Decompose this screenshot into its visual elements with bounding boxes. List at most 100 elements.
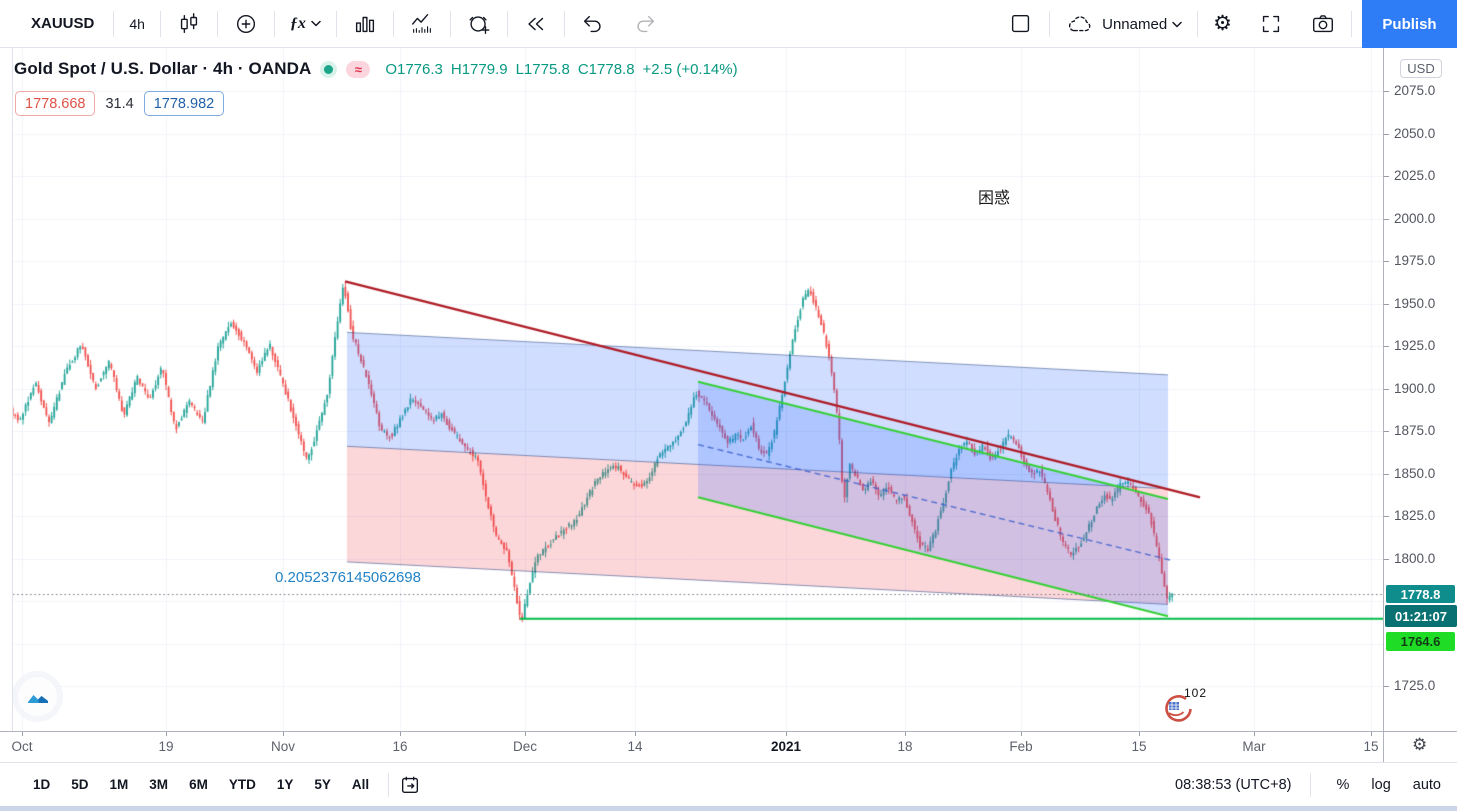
redo-icon[interactable]	[619, 5, 671, 43]
price-axis-tick	[1384, 559, 1389, 560]
camera-icon	[1310, 11, 1336, 37]
axis-settings-icon[interactable]: ⚙	[1412, 735, 1428, 754]
time-axis[interactable]: Oct 19 Nov 16 Dec 14 2021 18 Feb 15 Mar 15 ⚙	[0, 731, 1457, 763]
bar-replay-icon[interactable]	[510, 5, 562, 43]
interval-button[interactable]: 4h	[129, 15, 145, 32]
price-axis-tick	[1384, 389, 1389, 390]
price-axis-tick	[1384, 304, 1389, 305]
symbol-button[interactable]: XAUUSD	[31, 15, 95, 32]
clock-display[interactable]: 08:38:53 (UTC+8)	[1175, 776, 1292, 793]
price-axis-label: 2000.0	[1394, 211, 1436, 226]
scale-button-log[interactable]: log	[1371, 776, 1391, 793]
chart-legend[interactable]: Gold Spot / U.S. Dollar · 4h · OANDA ≈ O…	[14, 59, 738, 79]
range-button-ytd[interactable]: YTD	[228, 777, 256, 792]
alarm-plus-icon	[466, 11, 492, 37]
price-axis-tick	[1384, 431, 1389, 432]
toolbar-separator	[392, 10, 394, 37]
time-axis-tick	[283, 732, 284, 736]
price-axis-label: 1875.0	[1394, 423, 1436, 438]
candles-icon	[176, 11, 202, 37]
chart-settings-icon[interactable]: ⚙	[1200, 5, 1245, 43]
price-axis[interactable]: USD 2075.0 2050.0 2025.0 2000.0 1975.0 1950.0…	[1383, 48, 1457, 731]
price-axis-label: 1900.0	[1394, 381, 1436, 396]
square-icon	[1008, 11, 1034, 37]
price-axis-label: 2025.0	[1394, 168, 1436, 183]
layout-select-icon[interactable]	[995, 5, 1047, 43]
redo-icon	[632, 11, 658, 37]
indicators-fx-button[interactable]: ƒx	[277, 5, 334, 43]
chevron-down-icon	[1167, 21, 1182, 28]
toolbar-separator	[1197, 11, 1199, 37]
publish-button[interactable]: Publish	[1362, 0, 1457, 48]
toolbar-separator	[1351, 11, 1352, 37]
price-axis-tick	[1384, 134, 1389, 135]
price-axis-tick	[1384, 474, 1389, 475]
toolbar-separator	[159, 10, 161, 37]
price-axis-tick	[1384, 261, 1389, 262]
low-price-box[interactable]: 1778.668	[15, 91, 96, 116]
price-axis-label: 1850.0	[1394, 466, 1436, 481]
range-button-all[interactable]: All	[351, 777, 370, 792]
range-button-1y[interactable]: 1Y	[276, 777, 294, 792]
candle-style-icon[interactable]	[163, 5, 215, 43]
date-ranges: 1D 5D 1M 3M 6M YTD 1Y 5Y All	[24, 772, 378, 797]
fullscreen-icon[interactable]	[1245, 5, 1297, 43]
snapshot-icon[interactable]	[1297, 5, 1349, 43]
chart-logo-button[interactable]	[18, 677, 57, 716]
time-axis-tick	[1254, 732, 1255, 736]
price-axis-tick	[1384, 686, 1389, 687]
toolbar-separator	[216, 10, 218, 37]
range-button-3m[interactable]: 3M	[149, 777, 169, 792]
cloud-save-button[interactable]: Unnamed	[1052, 5, 1195, 43]
price-axis-label: 1950.0	[1394, 296, 1436, 311]
bar-countdown-tag: 01:21:07	[1385, 605, 1457, 627]
compare-add-icon[interactable]	[220, 5, 272, 43]
toolbar-separator	[1309, 772, 1311, 797]
undo-icon[interactable]	[567, 5, 619, 43]
financials-icon[interactable]	[396, 5, 448, 43]
calendar-arrow-icon	[402, 776, 419, 793]
go-to-date-button[interactable]	[399, 774, 421, 796]
chart-pane: Gold Spot / U.S. Dollar · 4h · OANDA ≈ O…	[0, 48, 1383, 731]
broker-stamp-icon	[1165, 695, 1192, 722]
gear-icon: ⚙	[1213, 12, 1232, 35]
range-button-1m[interactable]: 1M	[109, 777, 129, 792]
range-button-6m[interactable]: 6M	[189, 777, 208, 792]
range-button-1d[interactable]: 1D	[33, 777, 51, 792]
scale-button-percent[interactable]: %	[1336, 776, 1350, 793]
alert-icon[interactable]	[453, 5, 505, 43]
trendbars-icon	[409, 11, 435, 37]
toolbar-separator	[388, 772, 390, 797]
scale-controls: 08:38:53 (UTC+8) % log auto	[1175, 772, 1441, 797]
toolbar-separator	[449, 10, 451, 37]
range-button-5y[interactable]: 5Y	[314, 777, 331, 792]
channel-pearson-label[interactable]: 0.2052376145062698	[275, 569, 421, 586]
currency-toggle[interactable]: USD	[1400, 59, 1442, 78]
toolbar-separator	[273, 10, 275, 37]
price-chart-canvas[interactable]	[0, 48, 1383, 731]
price-axis-label: 2050.0	[1394, 126, 1436, 141]
market-status-icon[interactable]	[320, 60, 338, 78]
high-price-box[interactable]: 1778.982	[143, 91, 225, 116]
price-axis-tick	[1384, 516, 1389, 517]
text-note-annotation[interactable]: 困惑	[978, 190, 1011, 207]
bottom-toolbar: 1D 5D 1M 3M 6M YTD 1Y 5Y All 08:38:53 (UTC+8) % l…	[0, 762, 1457, 806]
indicator-templates-icon[interactable]	[339, 5, 391, 43]
time-axis-tick	[635, 732, 636, 736]
time-axis-tick	[166, 732, 167, 736]
price-axis-tick	[1384, 346, 1389, 347]
time-axis-label: Nov	[270, 739, 295, 754]
time-axis-label: 15	[1131, 739, 1147, 754]
chart-title: Gold Spot / U.S. Dollar · 4h · OANDA	[14, 59, 312, 78]
open-value: O1776.3	[385, 60, 443, 78]
time-axis-label: 15	[1363, 739, 1379, 754]
price-axis-tick	[1384, 91, 1389, 92]
toolbar-left-group: XAUUSD 4h ƒx	[14, 0, 671, 47]
scale-button-auto[interactable]: auto	[1412, 776, 1441, 793]
range-button-5d[interactable]: 5D	[71, 777, 89, 792]
axis-corner-separator	[1383, 732, 1384, 763]
toolbar-separator	[506, 10, 508, 37]
time-axis-tick	[905, 732, 906, 736]
approx-price-badge[interactable]: ≈	[346, 60, 371, 78]
